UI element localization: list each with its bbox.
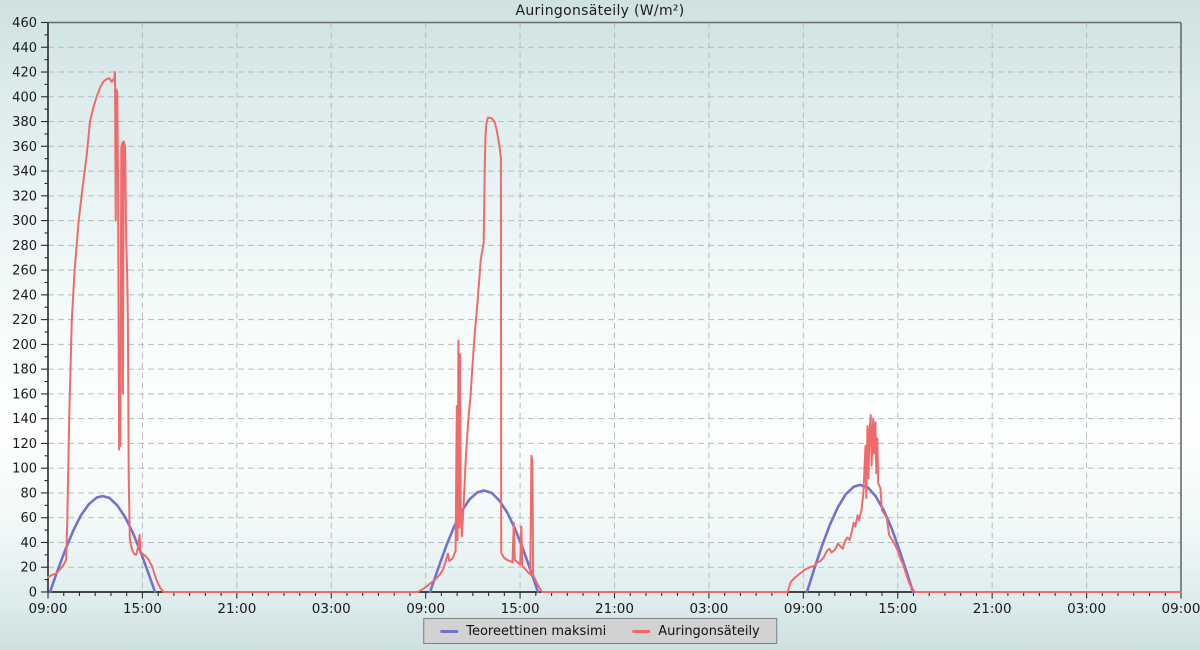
y-tick-label: 20 — [20, 561, 37, 576]
x-tick-label: 15:00 — [878, 601, 917, 617]
legend-label-measured: Auringonsäteily — [658, 623, 760, 639]
measured-line-swatch-icon — [632, 629, 651, 633]
y-tick-label: 120 — [12, 437, 37, 452]
x-tick-label: 21:00 — [217, 601, 256, 617]
y-tick-label: 220 — [12, 313, 37, 328]
axis-ticks — [41, 21, 1182, 599]
y-tick-label: 420 — [12, 66, 37, 81]
x-tick-label: 03:00 — [689, 601, 728, 617]
y-tick-label: 400 — [12, 90, 37, 105]
x-tick-label: 03:00 — [1067, 601, 1106, 617]
y-tick-label: 60 — [20, 511, 37, 526]
legend-item-theoretical: Teoreettinen maksimi — [440, 624, 606, 639]
axis-tick-labels: 0 20 40 60 80 100 120 140 160 180 200 220 240 260 280 3… — [12, 16, 1200, 617]
legend-label-theoretical: Teoreettinen maksimi — [466, 623, 607, 639]
x-tick-label: 15:00 — [123, 601, 162, 617]
series-auringonsateily-line — [47, 71, 1182, 593]
y-tick-label: 460 — [12, 16, 37, 31]
y-tick-label: 200 — [12, 338, 37, 353]
y-tick-label: 280 — [12, 239, 37, 254]
y-tick-label: 440 — [12, 41, 37, 56]
y-tick-label: 140 — [12, 412, 37, 427]
x-tick-label: 03:00 — [312, 601, 351, 617]
y-tick-label: 380 — [12, 115, 37, 130]
y-tick-label: 0 — [29, 586, 37, 601]
y-tick-label: 80 — [20, 486, 37, 501]
gridlines — [48, 22, 1181, 592]
x-tick-label: 21:00 — [973, 601, 1012, 617]
x-tick-label: 15:00 — [501, 601, 540, 617]
chart-title: Auringonsäteily (W/m²) — [515, 3, 685, 19]
y-tick-label: 320 — [12, 189, 37, 204]
y-tick-label: 180 — [12, 363, 37, 378]
y-tick-label: 340 — [12, 165, 37, 180]
x-tick-label: 21:00 — [595, 601, 634, 617]
y-tick-label: 260 — [12, 264, 37, 279]
y-tick-label: 100 — [12, 462, 37, 477]
x-tick-label: 09:00 — [1162, 601, 1200, 617]
y-tick-label: 360 — [12, 140, 37, 155]
series-teoreettinen-maksimi-line — [48, 483, 915, 594]
y-tick-label: 300 — [12, 214, 37, 229]
x-tick-label: 09:00 — [29, 601, 68, 617]
x-tick-label: 09:00 — [784, 601, 823, 617]
legend-item-measured: Auringonsäteily — [632, 624, 760, 639]
x-tick-label: 09:00 — [406, 601, 445, 617]
theoretical-line-swatch-icon — [440, 629, 459, 633]
y-tick-label: 240 — [12, 288, 37, 303]
legend: Teoreettinen maksimi Auringonsäteily — [423, 618, 777, 644]
y-tick-label: 40 — [20, 536, 37, 551]
y-tick-label: 160 — [12, 387, 37, 402]
